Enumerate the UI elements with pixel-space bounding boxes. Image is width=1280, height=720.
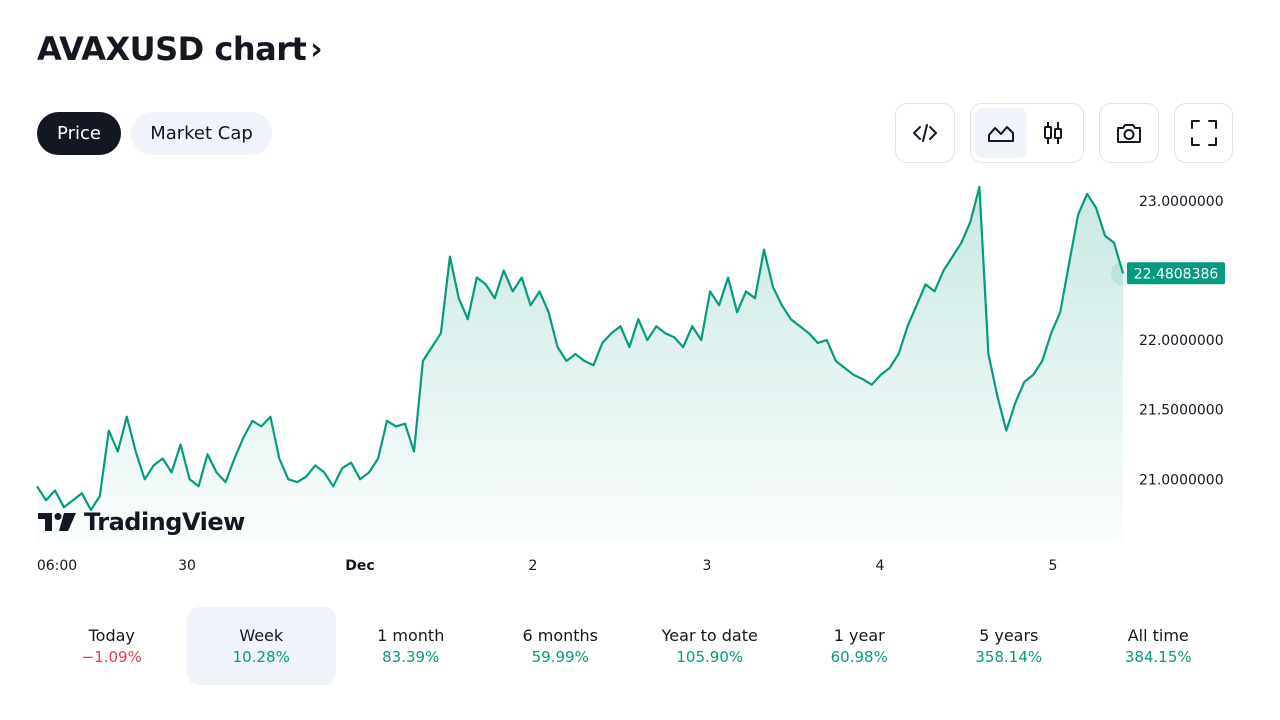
period-change: 83.39% bbox=[382, 648, 440, 666]
period-label: 1 year bbox=[833, 626, 885, 645]
period-change: 10.28% bbox=[232, 648, 290, 666]
period-label: 5 years bbox=[979, 626, 1039, 645]
price-area bbox=[37, 187, 1123, 542]
chevron-right-icon: › bbox=[310, 31, 323, 67]
fullscreen-button[interactable] bbox=[1174, 103, 1233, 163]
period-change: 384.15% bbox=[1124, 648, 1192, 666]
tab-price[interactable]: Price bbox=[37, 112, 121, 155]
last-price-badge: 22.4808386 bbox=[1127, 262, 1225, 285]
x-tick-label: Dec bbox=[345, 558, 374, 574]
period-label: 1 month bbox=[377, 626, 445, 645]
area-chart-button[interactable] bbox=[975, 108, 1027, 158]
price-chart[interactable]: 23.0000000 22.0000000 21.5000000 21.0000000… bbox=[0, 170, 1280, 590]
period-label: 6 months bbox=[522, 626, 599, 645]
period-change: 358.14% bbox=[975, 648, 1043, 666]
period-1-year[interactable]: 1 year 60.98% bbox=[785, 607, 935, 685]
x-tick-label: 3 bbox=[703, 558, 712, 574]
tradingview-logo-text: TradingView bbox=[84, 508, 245, 536]
y-tick-label: 21.0000000 bbox=[1139, 472, 1224, 488]
period-5-years[interactable]: 5 years 358.14% bbox=[934, 607, 1084, 685]
embed-button[interactable] bbox=[895, 103, 955, 163]
period-change: 59.99% bbox=[531, 648, 589, 666]
period-label: Year to date bbox=[661, 626, 758, 645]
x-tick-label: 4 bbox=[876, 558, 885, 574]
period-label: Week bbox=[239, 626, 284, 645]
camera-icon bbox=[1117, 124, 1141, 143]
price-line bbox=[36, 185, 1125, 512]
code-icon bbox=[913, 124, 937, 142]
period-all-time[interactable]: All time 384.15% bbox=[1084, 607, 1234, 685]
y-tick-label: 21.5000000 bbox=[1139, 403, 1224, 419]
period-change: −1.09% bbox=[81, 648, 142, 666]
chart-canvas: 23.0000000 22.0000000 21.5000000 21.0000000… bbox=[36, 185, 1225, 574]
x-tick-label: 06:00 bbox=[37, 558, 77, 574]
snapshot-button[interactable] bbox=[1099, 103, 1159, 163]
period-selector: Today −1.09% Week 10.28% 1 month 83.39% … bbox=[37, 607, 1233, 685]
candlestick-button[interactable] bbox=[1027, 108, 1079, 158]
fullscreen-icon bbox=[1190, 120, 1217, 146]
x-tick-label: 30 bbox=[178, 558, 196, 574]
period-change: 60.98% bbox=[830, 648, 888, 666]
chart-style-group bbox=[970, 103, 1084, 163]
y-tick-label: 23.0000000 bbox=[1139, 194, 1224, 210]
tradingview-logo: TradingView bbox=[38, 508, 245, 536]
x-tick-label: 2 bbox=[529, 558, 538, 574]
period-today[interactable]: Today −1.09% bbox=[37, 607, 187, 685]
period-label: Today bbox=[88, 626, 135, 645]
tab-market-cap[interactable]: Market Cap bbox=[131, 112, 272, 155]
page-title: AVAXUSD chart bbox=[37, 30, 307, 68]
x-tick-label: 5 bbox=[1049, 558, 1058, 574]
period-6-months[interactable]: 6 months 59.99% bbox=[486, 607, 636, 685]
y-tick-label: 22.0000000 bbox=[1139, 333, 1224, 349]
period-label: All time bbox=[1127, 626, 1189, 645]
chart-title-link[interactable]: AVAXUSD chart › bbox=[37, 30, 323, 68]
last-price-label: 22.4808386 bbox=[1134, 266, 1219, 282]
period-week[interactable]: Week 10.28% bbox=[186, 607, 336, 685]
candlestick-icon bbox=[1044, 122, 1062, 144]
area-chart-icon bbox=[988, 126, 1014, 142]
period-1-month[interactable]: 1 month 83.39% bbox=[336, 607, 486, 685]
period-year-to-date[interactable]: Year to date 105.90% bbox=[635, 607, 785, 685]
tradingview-mark-icon bbox=[38, 513, 76, 531]
period-change: 105.90% bbox=[676, 648, 744, 666]
